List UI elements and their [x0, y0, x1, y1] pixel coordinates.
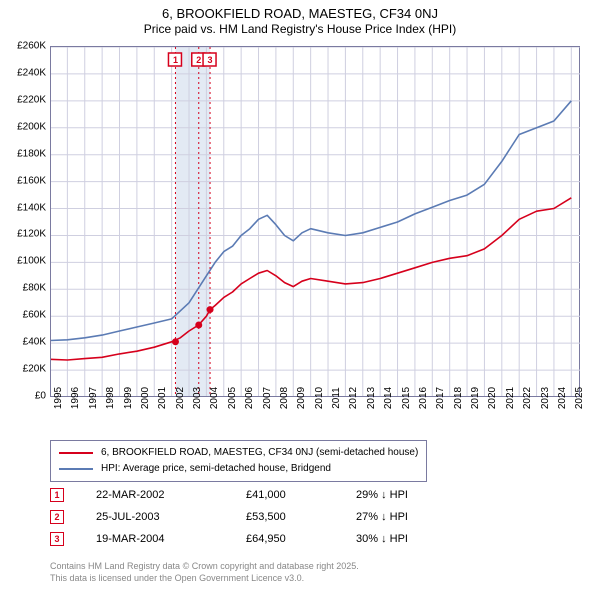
footer: Contains HM Land Registry data © Crown c…	[50, 560, 359, 584]
y-tick-label: £240K	[17, 67, 46, 78]
x-tick-label: 2001	[157, 387, 168, 409]
legend-row: 6, BROOKFIELD ROAD, MAESTEG, CF34 0NJ (s…	[59, 445, 418, 461]
y-tick-label: £260K	[17, 41, 46, 52]
sale-price: £64,950	[246, 533, 356, 545]
legend-label: 6, BROOKFIELD ROAD, MAESTEG, CF34 0NJ (s…	[101, 445, 418, 461]
x-tick-label: 2002	[175, 387, 186, 409]
x-tick-label: 1998	[105, 387, 116, 409]
sale-marker-icon: 2	[50, 510, 64, 524]
x-tick-label: 2005	[227, 387, 238, 409]
x-tick-label: 2024	[557, 387, 568, 409]
sales-row: 2 25-JUL-2003 £53,500 27% ↓ HPI	[50, 506, 476, 528]
y-tick-label: £160K	[17, 175, 46, 186]
chart-title-block: 6, BROOKFIELD ROAD, MAESTEG, CF34 0NJ Pr…	[0, 0, 600, 36]
footer-line1: Contains HM Land Registry data © Crown c…	[50, 560, 359, 572]
x-tick-label: 2004	[209, 387, 220, 409]
x-tick-label: 2009	[296, 387, 307, 409]
svg-text:1: 1	[173, 55, 178, 65]
legend: 6, BROOKFIELD ROAD, MAESTEG, CF34 0NJ (s…	[50, 440, 427, 482]
chart-title-line2: Price paid vs. HM Land Registry's House …	[0, 22, 600, 36]
x-tick-label: 2016	[418, 387, 429, 409]
x-tick-label: 2008	[279, 387, 290, 409]
x-tick-label: 2011	[331, 387, 342, 409]
chart-plot-area: 1 23	[50, 46, 580, 396]
x-tick-label: 2014	[383, 387, 394, 409]
legend-swatch-property	[59, 452, 93, 454]
sale-marker-icon: 1	[50, 488, 64, 502]
y-tick-label: £180K	[17, 148, 46, 159]
x-tick-label: 2023	[540, 387, 551, 409]
sale-price: £41,000	[246, 489, 356, 501]
x-tick-label: 2012	[348, 387, 359, 409]
footer-line2: This data is licensed under the Open Gov…	[50, 572, 359, 584]
x-tick-label: 1997	[88, 387, 99, 409]
svg-text:3: 3	[208, 55, 213, 65]
page-root: 6, BROOKFIELD ROAD, MAESTEG, CF34 0NJ Pr…	[0, 0, 600, 590]
x-tick-label: 2017	[435, 387, 446, 409]
x-tick-label: 1996	[70, 387, 81, 409]
sale-price: £53,500	[246, 511, 356, 523]
sales-table: 1 22-MAR-2002 £41,000 29% ↓ HPI 2 25-JUL…	[50, 484, 476, 550]
legend-label: HPI: Average price, semi-detached house,…	[101, 461, 331, 477]
chart-svg: 1 23	[50, 47, 580, 397]
y-tick-label: £100K	[17, 256, 46, 267]
y-tick-label: £40K	[23, 337, 46, 348]
sale-hpi: 29% ↓ HPI	[356, 489, 476, 501]
sale-hpi: 27% ↓ HPI	[356, 511, 476, 523]
x-tick-label: 2018	[453, 387, 464, 409]
sales-row: 1 22-MAR-2002 £41,000 29% ↓ HPI	[50, 484, 476, 506]
sale-date: 25-JUL-2003	[64, 511, 246, 523]
x-tick-label: 2015	[401, 387, 412, 409]
x-tick-label: 1999	[123, 387, 134, 409]
sale-date: 22-MAR-2002	[64, 489, 246, 501]
y-tick-label: £80K	[23, 283, 46, 294]
y-tick-label: £20K	[23, 364, 46, 375]
y-tick-label: £200K	[17, 121, 46, 132]
x-tick-label: 2019	[470, 387, 481, 409]
x-tick-label: 2000	[140, 387, 151, 409]
x-tick-label: 2010	[314, 387, 325, 409]
svg-text:2: 2	[196, 55, 201, 65]
y-tick-label: £120K	[17, 229, 46, 240]
x-tick-label: 2013	[366, 387, 377, 409]
y-tick-label: £0	[35, 391, 46, 402]
legend-row: HPI: Average price, semi-detached house,…	[59, 461, 418, 477]
chart-title-line1: 6, BROOKFIELD ROAD, MAESTEG, CF34 0NJ	[0, 6, 600, 21]
sales-row: 3 19-MAR-2004 £64,950 30% ↓ HPI	[50, 528, 476, 550]
x-tick-label: 2003	[192, 387, 203, 409]
x-tick-label: 2007	[262, 387, 273, 409]
x-tick-label: 2021	[505, 387, 516, 409]
x-tick-label: 2006	[244, 387, 255, 409]
y-tick-label: £220K	[17, 94, 46, 105]
x-tick-label: 2020	[487, 387, 498, 409]
y-tick-label: £140K	[17, 202, 46, 213]
sale-marker-icon: 3	[50, 532, 64, 546]
sale-hpi: 30% ↓ HPI	[356, 533, 476, 545]
legend-swatch-hpi	[59, 468, 93, 470]
x-tick-label: 2025	[574, 387, 585, 409]
x-tick-label: 2022	[522, 387, 533, 409]
y-tick-label: £60K	[23, 310, 46, 321]
sale-date: 19-MAR-2004	[64, 533, 246, 545]
x-tick-label: 1995	[53, 387, 64, 409]
